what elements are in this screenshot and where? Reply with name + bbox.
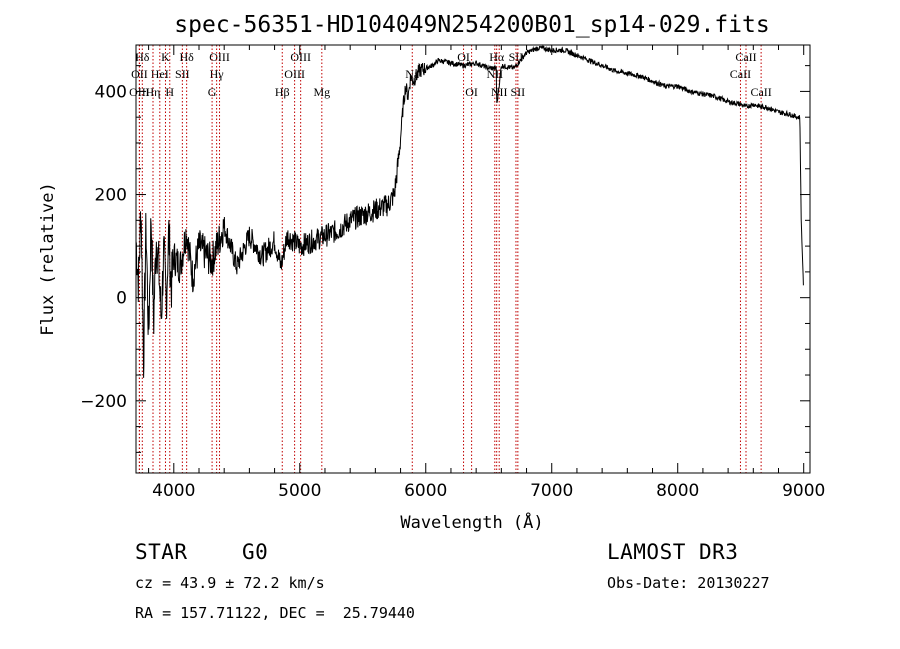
line-label: OI bbox=[457, 50, 470, 64]
x-tick-label: 5000 bbox=[278, 481, 321, 501]
line-label: OIII bbox=[209, 50, 230, 64]
y-axis-label: Flux (relative) bbox=[38, 182, 58, 336]
x-tick-label: 4000 bbox=[152, 481, 195, 501]
spectral-subclass: G0 bbox=[242, 540, 269, 564]
line-label: CaII bbox=[750, 85, 771, 99]
x-tick-label: 7000 bbox=[530, 481, 573, 501]
spectrum-line bbox=[135, 44, 804, 378]
object-type: STAR bbox=[135, 540, 188, 564]
line-label: HeI bbox=[151, 67, 169, 81]
line-label: G bbox=[208, 85, 217, 99]
line-label: OIII bbox=[284, 67, 305, 81]
line-label: Hδ bbox=[179, 50, 194, 64]
coordinates: RA = 157.71122, DEC = 25.79440 bbox=[135, 604, 415, 622]
line-label: H bbox=[165, 85, 174, 99]
line-label: K bbox=[161, 50, 170, 64]
y-tick-label: 200 bbox=[95, 186, 127, 206]
line-label: SII bbox=[175, 67, 190, 81]
redshift-cz: cz = 43.9 ± 72.2 km/s bbox=[135, 574, 325, 592]
chart-title: spec-56351-HD104049N254200B01_sp14-029.f… bbox=[174, 12, 769, 38]
line-label: Hβ bbox=[275, 85, 290, 99]
line-label: Hγ bbox=[210, 67, 225, 81]
x-tick-label: 9000 bbox=[782, 481, 825, 501]
x-axis-ticks: 4000 5000 6000 7000 8000 9000 bbox=[148, 45, 825, 501]
line-label: Hα bbox=[489, 50, 505, 64]
line-label: OI bbox=[465, 85, 478, 99]
y-tick-label: 400 bbox=[95, 82, 127, 102]
survey-name: LAMOST DR3 bbox=[607, 540, 739, 564]
series-layer bbox=[135, 44, 804, 378]
x-tick-label: 6000 bbox=[404, 481, 447, 501]
plot-frame bbox=[135, 44, 811, 474]
line-label: OIII bbox=[129, 85, 150, 99]
x-tick-label: 8000 bbox=[656, 481, 699, 501]
y-tick-label: −200 bbox=[80, 392, 127, 412]
line-label: SII bbox=[509, 50, 524, 64]
x-axis-label: Wavelength (Å) bbox=[400, 511, 543, 533]
line-label: Hδ bbox=[135, 50, 150, 64]
line-label: CaII bbox=[730, 67, 751, 81]
y-tick-label: 0 bbox=[116, 289, 127, 309]
y-axis-ticks: −200 0 200 400 bbox=[80, 65, 810, 453]
line-label: CaII bbox=[735, 50, 756, 64]
line-label: Hη bbox=[146, 85, 161, 99]
line-label: Mg bbox=[313, 85, 330, 99]
line-label: SII bbox=[511, 85, 526, 99]
line-label: NII bbox=[491, 85, 508, 99]
observation-date: Obs-Date: 20130227 bbox=[607, 574, 770, 592]
line-label: OIII bbox=[290, 50, 311, 64]
